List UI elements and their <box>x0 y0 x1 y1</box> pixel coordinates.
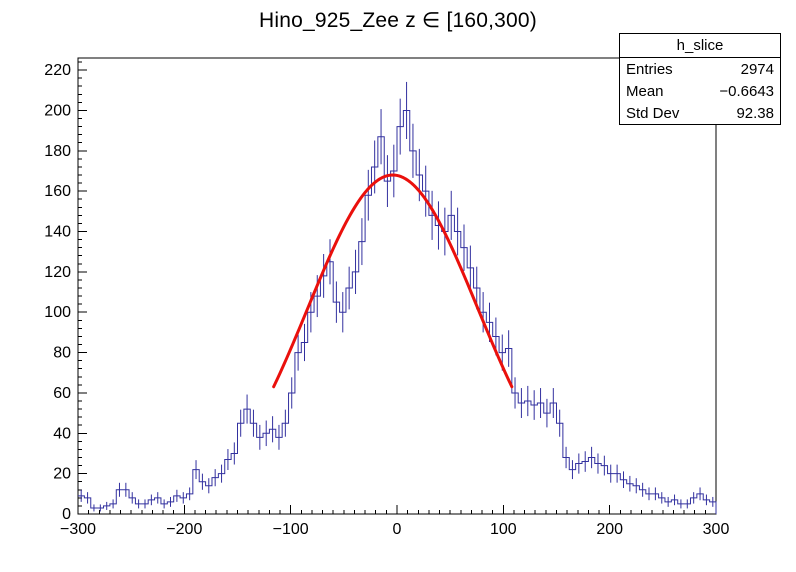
y-tick-label: 20 <box>53 466 71 483</box>
stats-hist-name: h_slice <box>620 34 780 58</box>
stats-stddev-label: Std Dev <box>626 105 680 122</box>
stats-entries-value: 2974 <box>740 61 774 78</box>
plot-title: Hino_925_Zee z ∈ [160,300) <box>258 9 537 32</box>
x-tick-label: −300 <box>60 521 96 538</box>
y-tick-label: 120 <box>44 264 71 281</box>
y-tick-label: 60 <box>53 385 71 402</box>
stats-box: h_slice Entries 2974 Mean −0.6643 Std De… <box>619 33 781 125</box>
x-tick-label: 0 <box>393 521 402 538</box>
y-tick-label: 180 <box>44 143 71 160</box>
y-tick-label: 100 <box>44 304 71 321</box>
x-tick-label: −200 <box>166 521 202 538</box>
stats-entries-row: Entries 2974 <box>620 58 780 80</box>
x-tick-label: 100 <box>490 521 517 538</box>
stats-entries-label: Entries <box>626 61 673 78</box>
y-tick-label: 80 <box>53 345 71 362</box>
x-tick-label: −100 <box>273 521 309 538</box>
y-tick-label: 160 <box>44 183 71 200</box>
y-tick-label: 220 <box>44 62 71 79</box>
x-tick-label: 300 <box>703 521 730 538</box>
histogram-line <box>78 109 717 514</box>
x-tick-label: 200 <box>596 521 623 538</box>
stats-mean-value: −0.6643 <box>719 83 774 100</box>
stats-mean-row: Mean −0.6643 <box>620 80 780 102</box>
y-tick-label: 0 <box>62 506 71 523</box>
fit-curve <box>272 173 514 389</box>
y-tick-label: 200 <box>44 102 71 119</box>
stats-stddev-row: Std Dev 92.38 <box>620 102 780 124</box>
stats-mean-label: Mean <box>626 83 664 100</box>
stats-stddev-value: 92.38 <box>736 105 774 122</box>
y-tick-label: 140 <box>44 224 71 241</box>
y-tick-label: 40 <box>53 425 71 442</box>
